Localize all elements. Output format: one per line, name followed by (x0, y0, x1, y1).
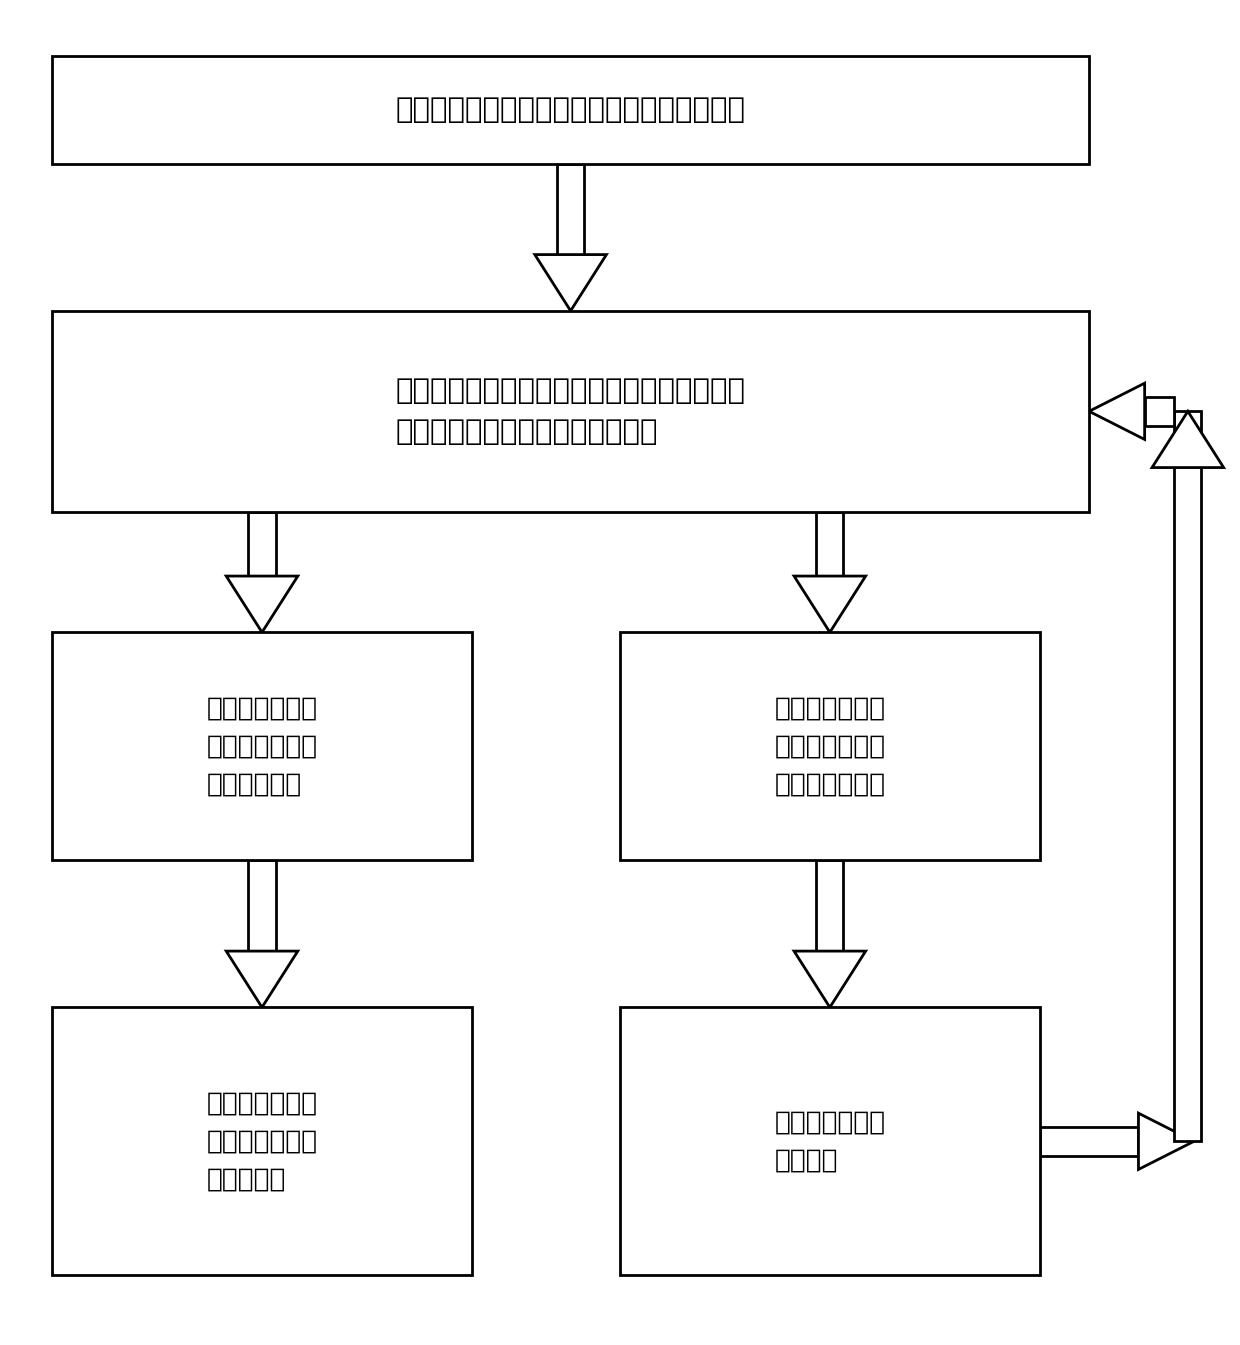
Polygon shape (1089, 383, 1145, 440)
Polygon shape (1145, 397, 1174, 426)
Text: 模拟试验，验证三余度数字伺服系统针对每项
一度失效故障容错功能的正确性；: 模拟试验，验证三余度数字伺服系统针对每项 一度失效故障容错功能的正确性； (396, 377, 745, 447)
Polygon shape (794, 951, 866, 1007)
FancyBboxPatch shape (52, 56, 1089, 164)
Text: 每项一度失效故
障容错功能正确
性验证均通过: 每项一度失效故 障容错功能正确 性验证均通过 (206, 695, 317, 798)
Polygon shape (534, 254, 606, 311)
Text: 三余度数字伺服
系统一度故障容
错功能合格: 三余度数字伺服 系统一度故障容 错功能合格 (206, 1091, 317, 1192)
FancyBboxPatch shape (52, 1007, 472, 1275)
Polygon shape (248, 859, 275, 951)
Polygon shape (1039, 1127, 1138, 1157)
Polygon shape (1152, 412, 1224, 468)
Polygon shape (226, 576, 298, 632)
Polygon shape (226, 951, 298, 1007)
FancyBboxPatch shape (52, 632, 472, 859)
Polygon shape (816, 859, 843, 951)
Text: 确定全部一度失效故障的模式及故障物理原因: 确定全部一度失效故障的模式及故障物理原因 (396, 95, 745, 124)
Text: 查找故障原因，
消除故障: 查找故障原因， 消除故障 (774, 1110, 885, 1173)
Polygon shape (1174, 412, 1202, 1142)
Polygon shape (1138, 1114, 1194, 1169)
Polygon shape (816, 511, 843, 576)
Polygon shape (248, 511, 275, 576)
FancyBboxPatch shape (620, 1007, 1039, 1275)
Text: 任一项一度失效
故障容错功能正
确性验证未通过: 任一项一度失效 故障容错功能正 确性验证未通过 (774, 695, 885, 798)
FancyBboxPatch shape (620, 632, 1039, 859)
FancyBboxPatch shape (52, 311, 1089, 511)
Polygon shape (794, 576, 866, 632)
Polygon shape (557, 164, 584, 254)
